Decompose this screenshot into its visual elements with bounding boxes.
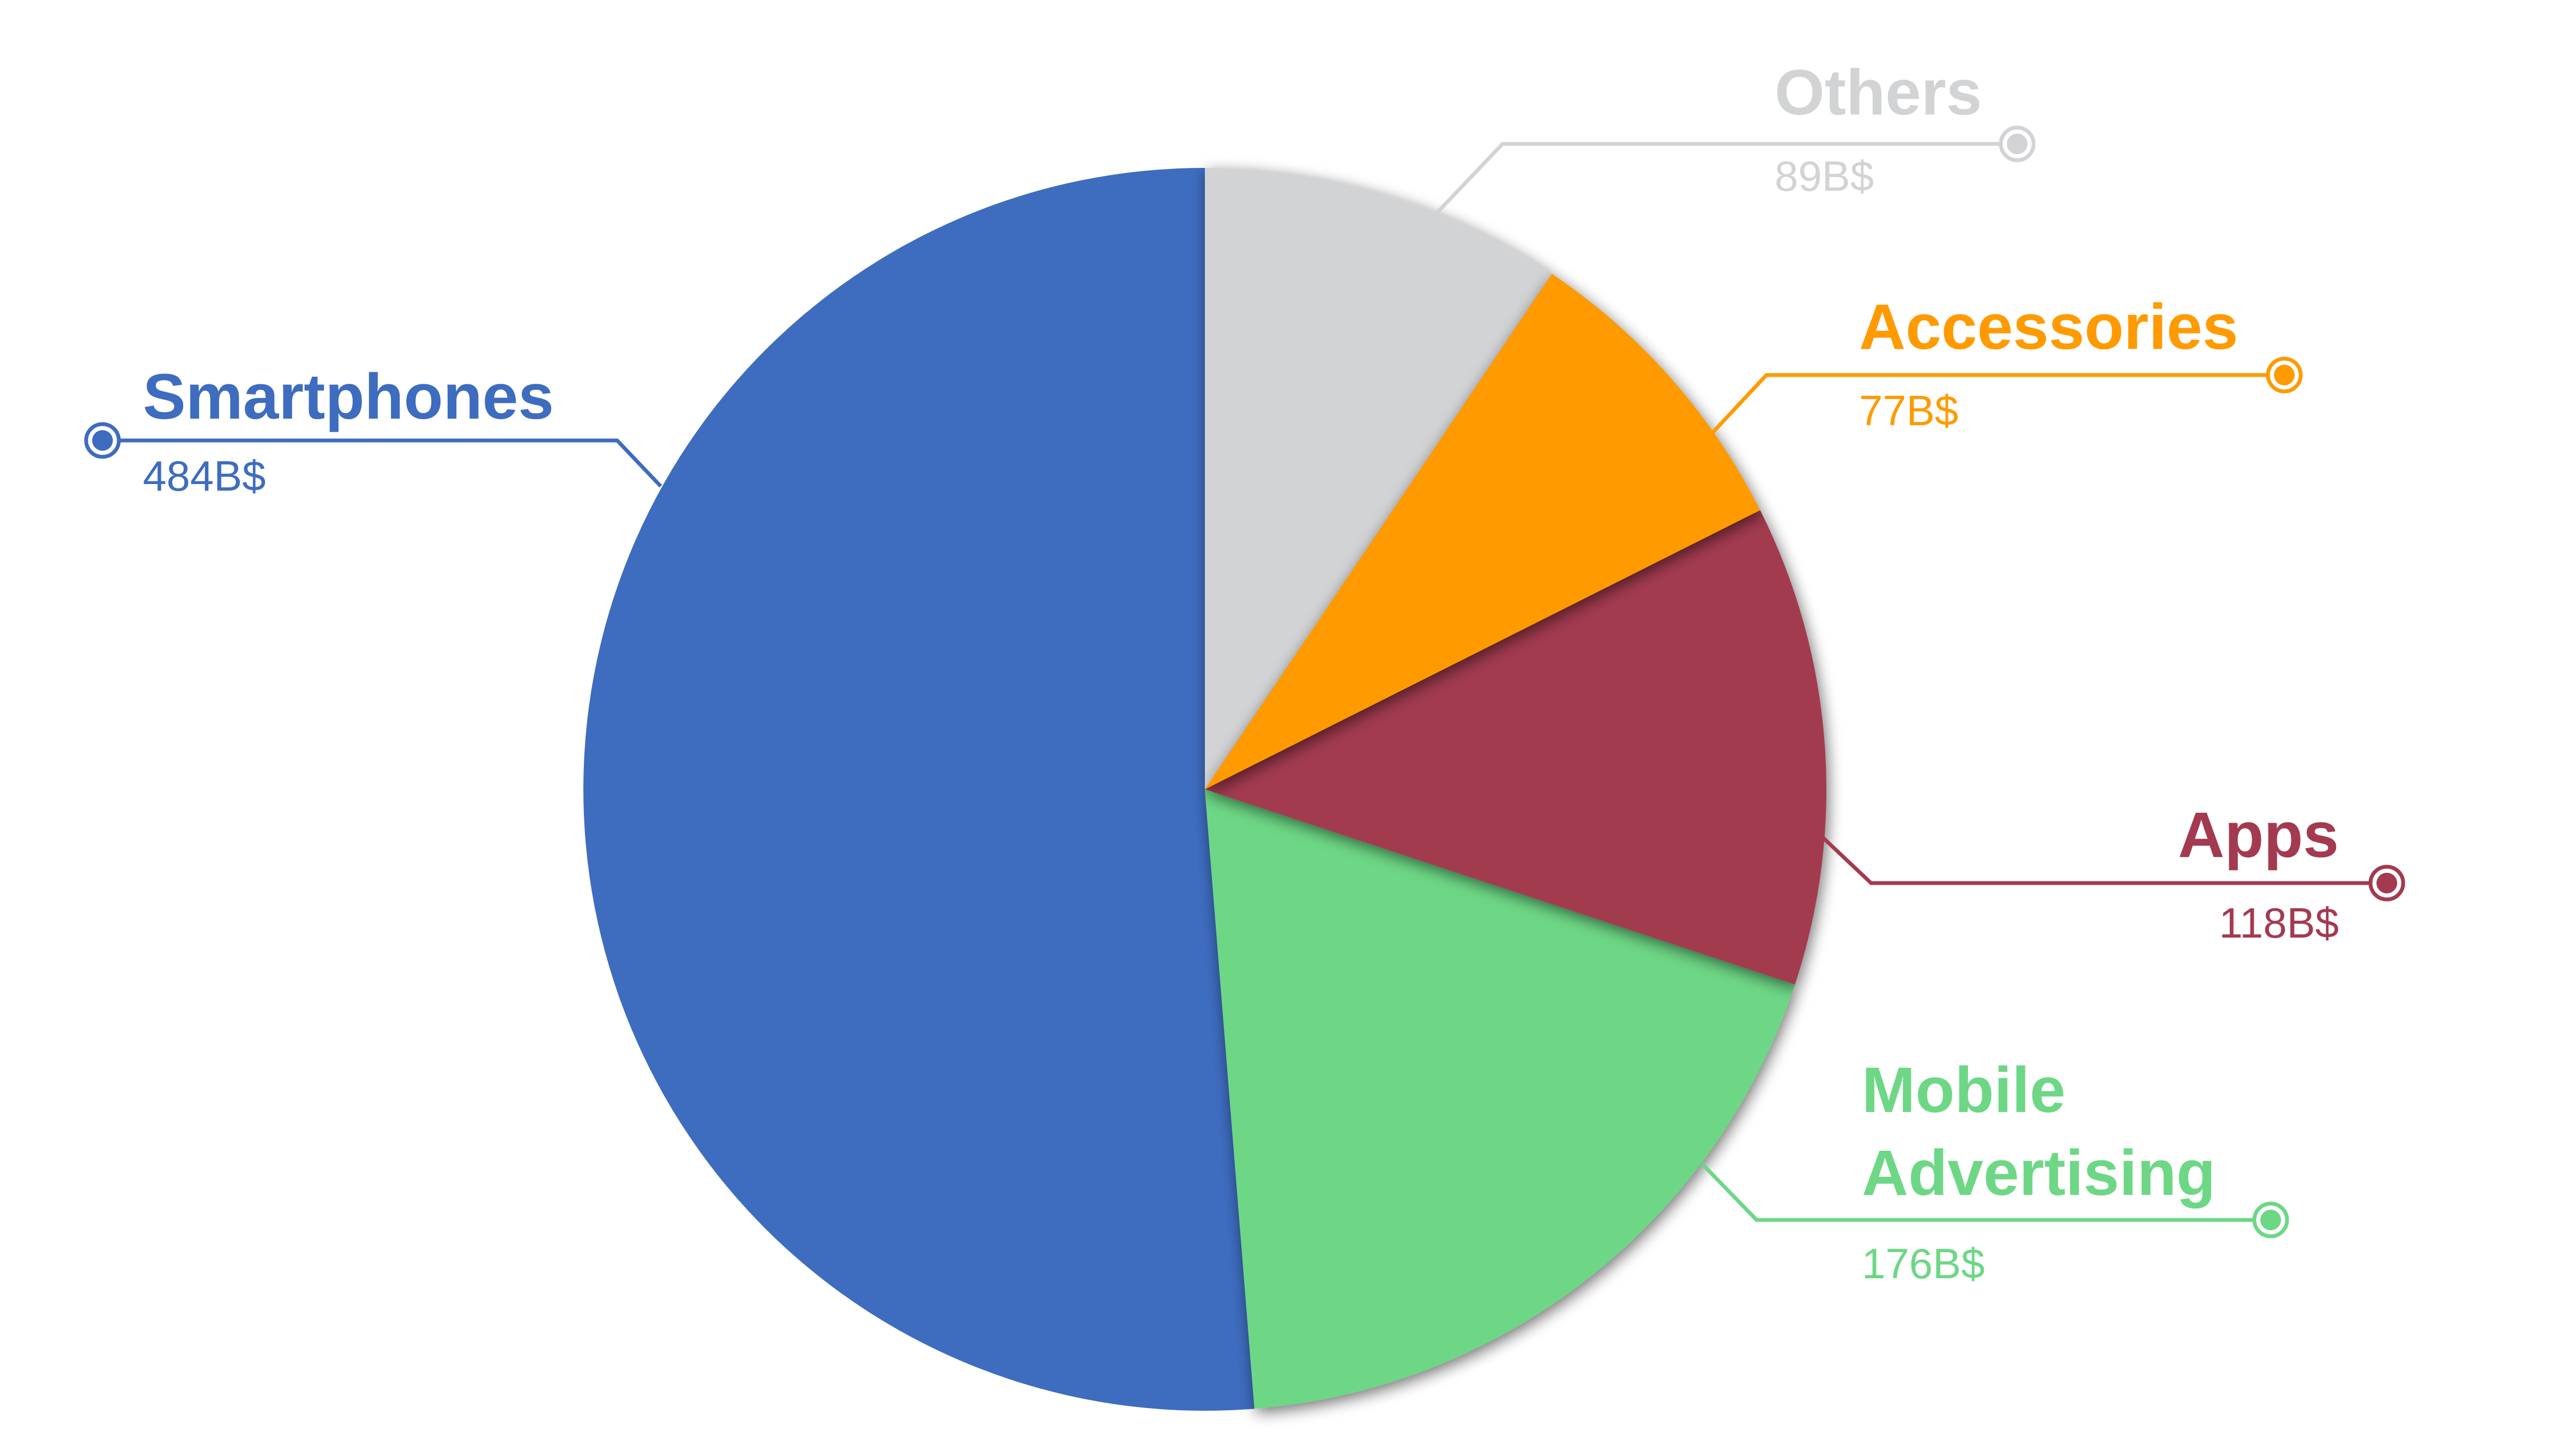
pie-slice-smartphones [583, 168, 1254, 1411]
callout-apps: Apps 118B$ [1820, 799, 2405, 947]
callout-line-apps [1820, 835, 2387, 885]
callout-marker-dot-others [2007, 134, 2028, 154]
pie-slice-accessories [1205, 274, 1760, 789]
slice-label-smartphones: Smartphones [143, 361, 554, 433]
callout-line-accessories [1710, 373, 2284, 435]
callout-others: Others 89B$ [1435, 57, 2036, 214]
slice-label-mobile-advertising-line-2: Advertising [1862, 1137, 2216, 1209]
callout-line-smartphones [102, 438, 662, 488]
slice-label-others: Others [1775, 57, 1982, 129]
callout-mobile-advertising: Mobile Advertising 176B$ [1700, 1054, 2289, 1288]
callout-line-mobile-advertising [1700, 1162, 2271, 1222]
callout-marker-dot-apps [2376, 873, 2397, 893]
callout-marker-dot-mobile-advertising [2260, 1210, 2281, 1230]
slice-value-mobile-advertising: 176B$ [1862, 1240, 1985, 1288]
callout-line-others [1435, 142, 2017, 214]
pie-slice-others [1205, 168, 1552, 789]
callout-smartphones: Smartphones 484B$ [84, 361, 662, 500]
slice-value-apps: 118B$ [2219, 899, 2339, 947]
callout-accessories: Accessories 77B$ [1710, 291, 2303, 435]
slice-label-mobile-advertising-line-1: Mobile [1862, 1054, 2066, 1126]
slice-value-others: 89B$ [1775, 152, 1874, 200]
pie-slices [583, 168, 1826, 1411]
callout-marker-dot-accessories [2274, 365, 2295, 385]
callout-marker-dot-smartphones [92, 430, 113, 451]
slice-value-accessories: 77B$ [1859, 386, 1958, 434]
slice-value-smartphones: 484B$ [143, 452, 266, 500]
callouts: Others 89B$ Accessories 77B$ Apps 118B$ Mobile… [84, 57, 2405, 1288]
pie-slice-mobile-advertising [1205, 789, 1795, 1409]
slice-label-apps: Apps [2178, 799, 2339, 871]
slice-label-accessories: Accessories [1859, 291, 2238, 363]
pie-slice-apps [1205, 510, 1826, 985]
